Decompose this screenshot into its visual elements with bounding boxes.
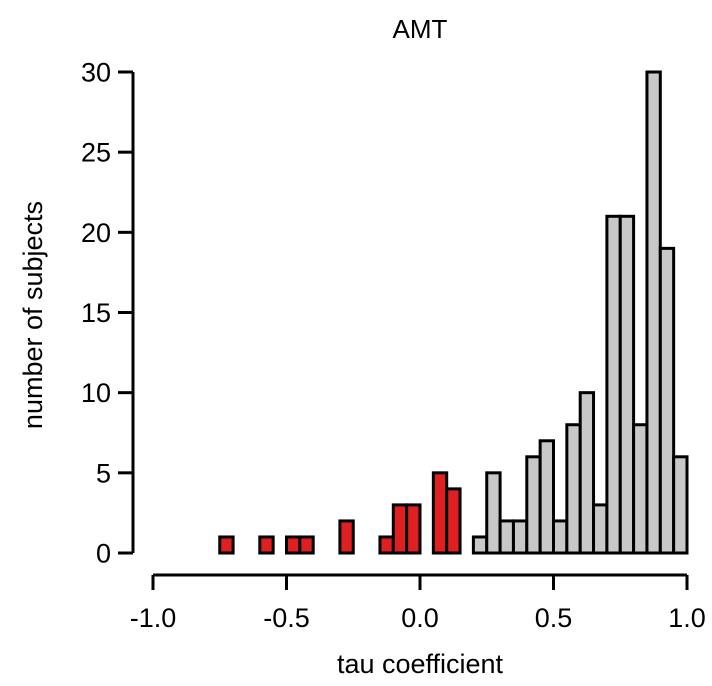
histogram-bar-positive-2 bbox=[498, 519, 515, 555]
x-tick-label-0: -1.0 bbox=[130, 603, 177, 633]
y-tick-label-4: 20 bbox=[81, 218, 111, 248]
histogram-bar-positive-7 bbox=[565, 423, 582, 555]
histogram-bar-negative-7 bbox=[405, 503, 422, 555]
histogram-bar-positive-12 bbox=[632, 423, 649, 555]
histogram-bar-positive-3 bbox=[511, 519, 529, 555]
x-tick-label-4: 1.0 bbox=[668, 603, 706, 633]
histogram-bar-positive-9 bbox=[592, 503, 609, 555]
histogram-bar-negative-6 bbox=[391, 503, 409, 555]
histogram-bar-negative-0 bbox=[218, 535, 235, 555]
histogram-bar-negative-5 bbox=[378, 535, 395, 555]
x-tick-label-3: 0.5 bbox=[535, 603, 573, 633]
histogram-bar-negative-3 bbox=[298, 535, 315, 555]
histogram-bar-positive-13 bbox=[645, 70, 662, 555]
y-tick-label-2: 10 bbox=[81, 378, 111, 408]
y-tick-label-3: 15 bbox=[81, 298, 111, 328]
histogram-bar-negative-8 bbox=[431, 471, 449, 555]
histogram-bar-negative-1 bbox=[258, 535, 275, 555]
chart-title: AMT bbox=[393, 14, 448, 44]
x-tick-label-1: -0.5 bbox=[263, 603, 310, 633]
histogram-bar-positive-8 bbox=[578, 391, 596, 555]
histogram-bar-positive-15 bbox=[672, 455, 689, 555]
y-axis: 0 5 10 15 20 25 30 bbox=[81, 58, 135, 569]
histogram-bar-positive-14 bbox=[658, 246, 676, 555]
histogram-bar-positive-4 bbox=[525, 455, 542, 555]
y-tick-label-6: 30 bbox=[81, 58, 111, 88]
histogram-bar-positive-5 bbox=[538, 439, 556, 555]
histogram-bar-positive-11 bbox=[618, 214, 636, 555]
bars-group bbox=[218, 70, 689, 555]
x-tick-label-2: 0.0 bbox=[401, 603, 439, 633]
y-tick-label-5: 25 bbox=[81, 138, 111, 168]
y-tick-label-1: 5 bbox=[96, 458, 111, 488]
histogram-bar-negative-4 bbox=[338, 519, 355, 555]
histogram-bar-negative-9 bbox=[445, 487, 462, 555]
x-axis: -1.0 -0.5 0.0 0.5 1.0 bbox=[130, 573, 706, 633]
y-tick-label-0: 0 bbox=[96, 539, 111, 569]
histogram-bar-positive-0 bbox=[471, 535, 489, 555]
histogram-bar-negative-2 bbox=[285, 535, 302, 555]
histogram-bar-positive-10 bbox=[605, 214, 622, 555]
histogram-bar-positive-6 bbox=[552, 519, 569, 555]
x-axis-label: tau coefficient bbox=[337, 649, 504, 679]
histogram-bar-positive-1 bbox=[485, 471, 502, 555]
y-axis-label: number of subjects bbox=[18, 201, 48, 429]
